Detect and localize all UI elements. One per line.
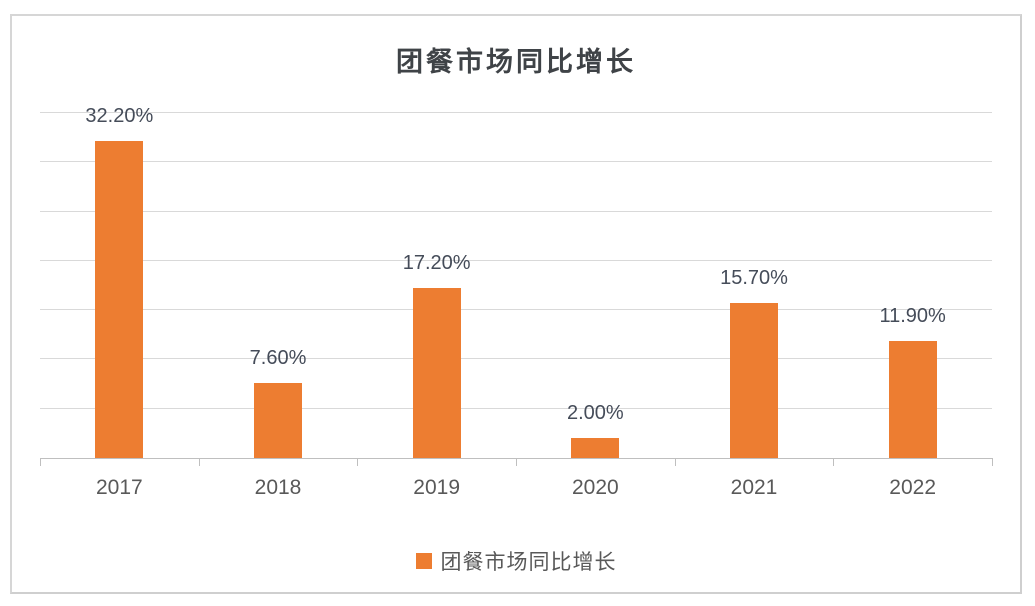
data-label-2018: 7.60% <box>249 347 307 370</box>
bar-2021 <box>730 303 778 458</box>
x-axis-label-2018: 2018 <box>254 476 302 499</box>
x-axis-tick <box>833 458 835 466</box>
chart-title: 团餐市场同比增长 <box>396 47 636 77</box>
legend-label: 团餐市场同比增长 <box>440 551 617 574</box>
bar-2017 <box>95 140 144 458</box>
data-label-2019: 17.20% <box>402 252 471 275</box>
plot-area: 32.20% 7.60% 17.20% 2.00% 15.70% 11.90% <box>40 105 993 466</box>
chart-panel: 团餐市场同比增长 32.20% 7.60% 17.20% 2.00% 15.70% 11.… <box>10 14 1022 594</box>
x-axis-label-2020: 2020 <box>571 476 619 499</box>
x-axis-tick <box>992 458 993 466</box>
gridline <box>40 407 992 409</box>
x-axis-tick <box>357 458 359 466</box>
x-axis-tick <box>516 458 517 466</box>
bar-2019 <box>412 288 461 458</box>
x-axis-label-2022: 2022 <box>889 476 937 499</box>
x-axis-tick <box>40 458 41 466</box>
bar-2018 <box>254 383 302 458</box>
gridline <box>40 161 992 163</box>
legend: 团餐市场同比增长 <box>12 546 1020 576</box>
bar-2020 <box>571 438 620 458</box>
x-axis-label-2019: 2019 <box>413 476 461 499</box>
data-label-2021: 15.70% <box>720 267 788 290</box>
gridline <box>40 358 992 360</box>
gridline <box>40 112 992 113</box>
data-label-2017: 32.20% <box>85 104 154 127</box>
x-axis-label-2017: 2017 <box>95 476 143 499</box>
gridline <box>40 210 992 212</box>
gridline <box>40 259 992 261</box>
data-label-2020: 2.00% <box>566 402 624 425</box>
data-label-2022: 11.90% <box>879 304 946 327</box>
x-axis-tick <box>674 458 676 466</box>
legend-swatch-icon <box>415 553 432 569</box>
x-axis-label-2021: 2021 <box>730 476 778 499</box>
gridline <box>40 309 992 311</box>
bar-2022 <box>888 340 937 458</box>
x-axis-tick <box>198 458 200 466</box>
